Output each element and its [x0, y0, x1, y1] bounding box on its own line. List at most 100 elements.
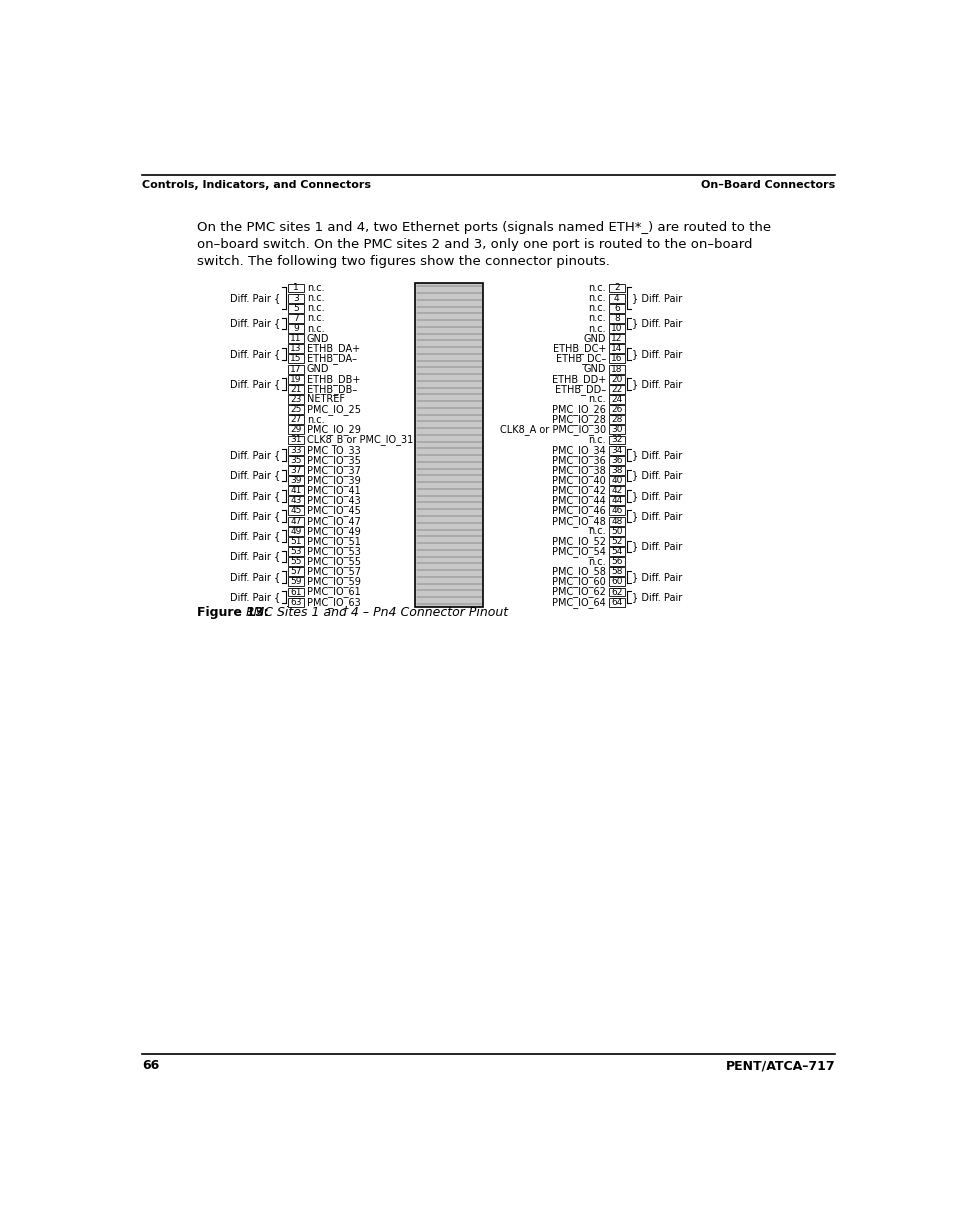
Text: PMC_IO_64: PMC_IO_64	[552, 596, 605, 607]
Text: PMC_IO_54: PMC_IO_54	[552, 546, 605, 557]
Text: ETHB_DC+: ETHB_DC+	[552, 344, 605, 355]
Text: switch. The following two figures show the connector pinouts.: switch. The following two figures show t…	[196, 255, 609, 269]
Text: Figure 13:: Figure 13:	[196, 606, 268, 618]
Text: 16: 16	[611, 355, 622, 363]
FancyBboxPatch shape	[608, 516, 624, 526]
FancyBboxPatch shape	[288, 293, 303, 303]
Text: 9: 9	[293, 324, 298, 333]
FancyBboxPatch shape	[288, 476, 303, 485]
FancyBboxPatch shape	[288, 506, 303, 515]
Text: PMC_IO_45: PMC_IO_45	[307, 505, 360, 516]
Text: n.c.: n.c.	[307, 303, 324, 313]
FancyBboxPatch shape	[288, 557, 303, 565]
Text: CLK8_A or PMC_IO_30: CLK8_A or PMC_IO_30	[499, 424, 605, 435]
Text: n.c.: n.c.	[307, 415, 324, 425]
Text: ETHB_DD+: ETHB_DD+	[551, 373, 605, 384]
Text: 51: 51	[290, 537, 301, 546]
Text: 41: 41	[290, 487, 301, 495]
FancyBboxPatch shape	[288, 405, 303, 414]
Text: PMC_IO_25: PMC_IO_25	[307, 404, 360, 415]
FancyBboxPatch shape	[608, 344, 624, 354]
Text: } Diff. Pair: } Diff. Pair	[632, 450, 681, 461]
Text: 24: 24	[611, 395, 621, 404]
FancyBboxPatch shape	[288, 395, 303, 404]
Text: n.c.: n.c.	[588, 303, 605, 313]
Text: 13: 13	[290, 344, 301, 354]
Text: 56: 56	[611, 557, 622, 565]
Text: 4: 4	[614, 293, 618, 303]
Text: 63: 63	[290, 598, 301, 606]
Text: 31: 31	[290, 435, 301, 445]
FancyBboxPatch shape	[608, 283, 624, 292]
Text: PMC_IO_29: PMC_IO_29	[307, 424, 360, 435]
Text: 61: 61	[290, 588, 301, 596]
Text: 15: 15	[290, 355, 301, 363]
Text: 38: 38	[611, 466, 622, 474]
Text: ETHB_DA+: ETHB_DA+	[307, 344, 359, 355]
Text: PMC_IO_39: PMC_IO_39	[307, 476, 360, 485]
Text: 58: 58	[611, 567, 622, 577]
Text: 5: 5	[293, 304, 298, 313]
Text: 45: 45	[290, 506, 301, 515]
Text: PMC_IO_53: PMC_IO_53	[307, 546, 360, 557]
Text: 12: 12	[611, 334, 622, 344]
FancyBboxPatch shape	[608, 446, 624, 455]
Text: PENT/ATCA–717: PENT/ATCA–717	[725, 1060, 835, 1072]
Text: PMC_IO_51: PMC_IO_51	[307, 536, 360, 547]
FancyBboxPatch shape	[415, 283, 483, 607]
Text: n.c.: n.c.	[588, 283, 605, 293]
Text: Diff. Pair {: Diff. Pair {	[230, 490, 280, 500]
Text: } Diff. Pair: } Diff. Pair	[632, 471, 681, 480]
Text: ETHB_DD–: ETHB_DD–	[555, 384, 605, 394]
Text: 19: 19	[290, 375, 301, 383]
Text: 43: 43	[290, 496, 301, 505]
Text: 20: 20	[611, 375, 622, 383]
FancyBboxPatch shape	[608, 324, 624, 333]
Text: PMC_IO_62: PMC_IO_62	[552, 586, 605, 598]
Text: Diff. Pair {: Diff. Pair {	[230, 379, 280, 389]
FancyBboxPatch shape	[288, 537, 303, 546]
Text: 49: 49	[290, 527, 301, 536]
FancyBboxPatch shape	[288, 365, 303, 373]
Text: 29: 29	[290, 425, 301, 435]
FancyBboxPatch shape	[288, 456, 303, 464]
Text: PMC_IO_37: PMC_IO_37	[307, 464, 360, 476]
Text: 25: 25	[290, 405, 301, 414]
FancyBboxPatch shape	[288, 466, 303, 474]
Text: } Diff. Pair: } Diff. Pair	[632, 349, 681, 359]
Text: n.c.: n.c.	[307, 293, 324, 303]
FancyBboxPatch shape	[288, 516, 303, 526]
FancyBboxPatch shape	[608, 578, 624, 586]
Text: 59: 59	[290, 578, 301, 586]
Text: 35: 35	[290, 456, 301, 464]
Text: 55: 55	[290, 557, 301, 565]
FancyBboxPatch shape	[288, 487, 303, 495]
Text: GND: GND	[583, 334, 605, 344]
Text: PMC_IO_34: PMC_IO_34	[552, 445, 605, 456]
FancyBboxPatch shape	[288, 527, 303, 536]
FancyBboxPatch shape	[608, 466, 624, 474]
Text: GND: GND	[583, 363, 605, 375]
FancyBboxPatch shape	[288, 384, 303, 394]
Text: 23: 23	[290, 395, 301, 404]
FancyBboxPatch shape	[608, 405, 624, 414]
Text: Diff. Pair {: Diff. Pair {	[230, 572, 280, 582]
Text: 44: 44	[611, 496, 621, 505]
FancyBboxPatch shape	[608, 293, 624, 303]
Text: PMC Sites 1 and 4 – Pn4 Connector Pinout: PMC Sites 1 and 4 – Pn4 Connector Pinout	[241, 606, 507, 618]
Text: Diff. Pair {: Diff. Pair {	[230, 552, 280, 562]
Text: } Diff. Pair: } Diff. Pair	[632, 511, 681, 521]
Text: n.c.: n.c.	[588, 435, 605, 445]
Text: PMC_IO_47: PMC_IO_47	[307, 516, 360, 526]
Text: PMC_IO_38: PMC_IO_38	[552, 464, 605, 476]
Text: On the PMC sites 1 and 4, two Ethernet ports (signals named ETH*_) are routed to: On the PMC sites 1 and 4, two Ethernet p…	[196, 222, 770, 234]
Text: PMC_IO_40: PMC_IO_40	[552, 476, 605, 485]
Text: } Diff. Pair: } Diff. Pair	[632, 572, 681, 582]
Text: PMC_IO_44: PMC_IO_44	[552, 495, 605, 506]
Text: ETHB_DC–: ETHB_DC–	[555, 354, 605, 365]
Text: } Diff. Pair: } Diff. Pair	[632, 379, 681, 389]
Text: Diff. Pair {: Diff. Pair {	[230, 471, 280, 480]
FancyBboxPatch shape	[288, 283, 303, 292]
Text: ETHB_DA–: ETHB_DA–	[307, 354, 356, 365]
Text: 64: 64	[611, 598, 622, 606]
